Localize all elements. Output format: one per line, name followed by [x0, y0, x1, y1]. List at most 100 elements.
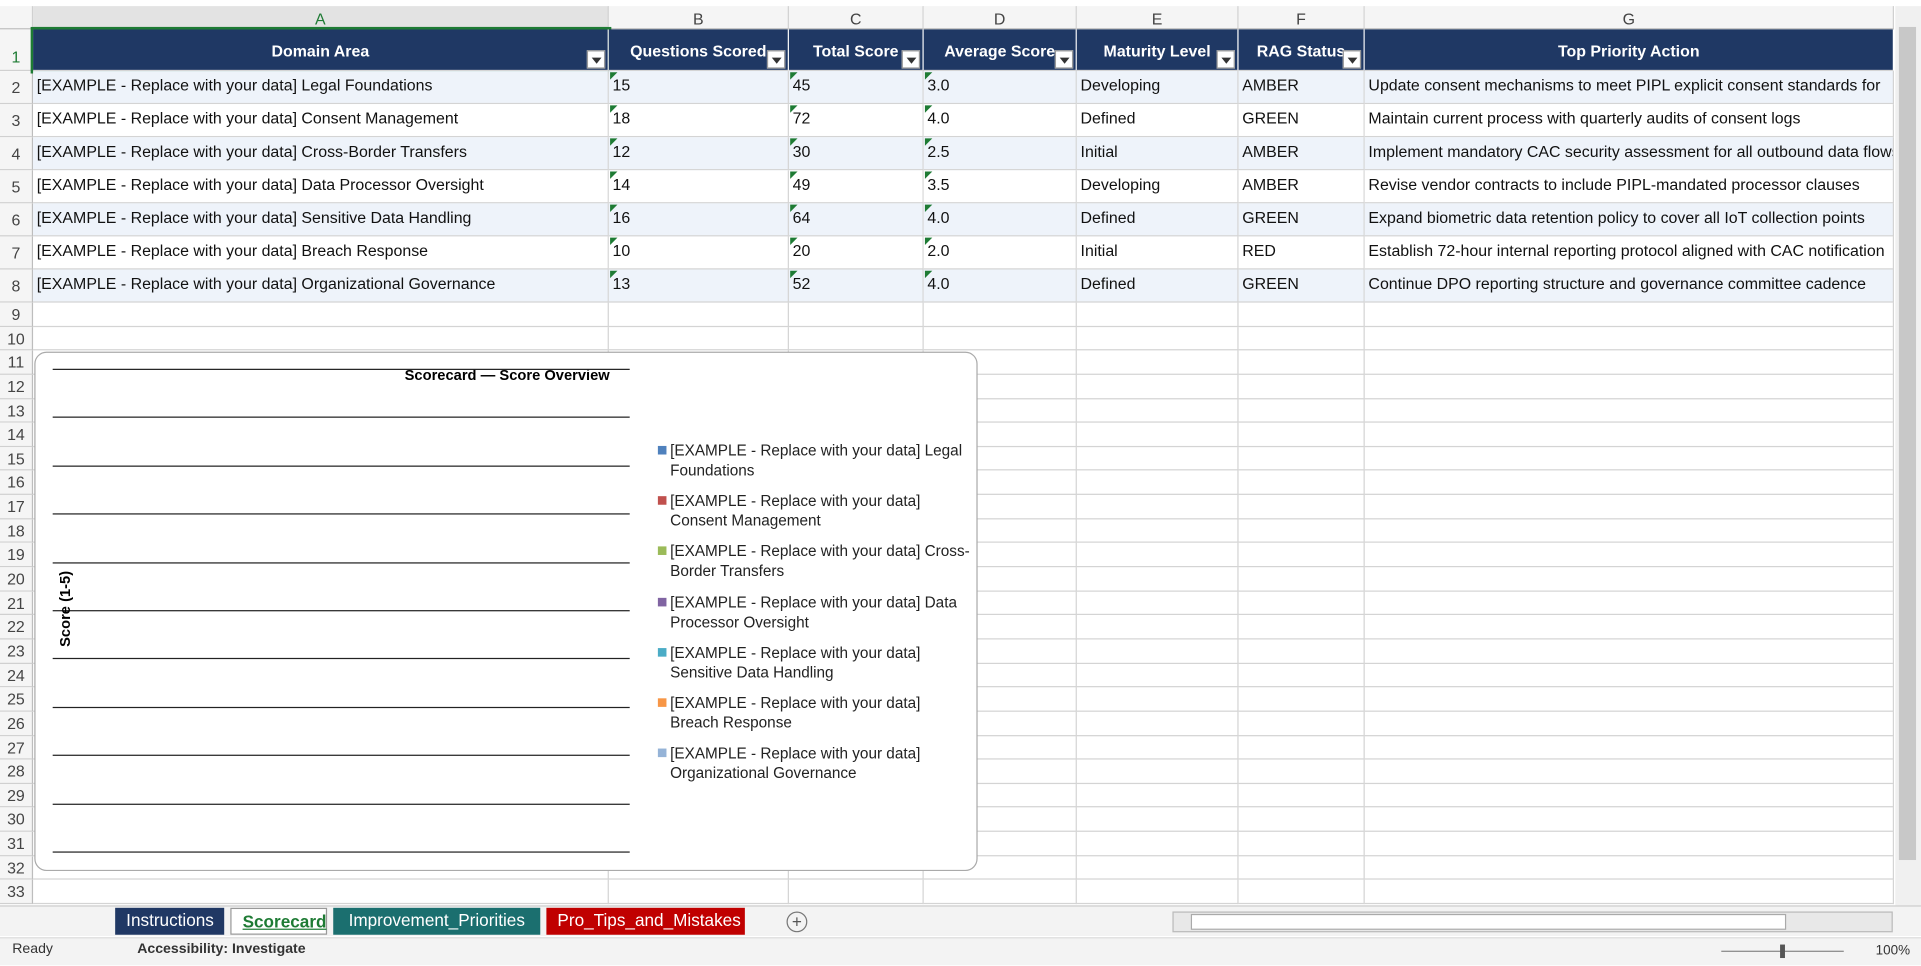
cell[interactable] — [1364, 519, 1895, 544]
row-number[interactable]: 13 — [0, 398, 34, 423]
accessibility-status[interactable]: Accessibility: Investigate — [137, 942, 306, 957]
cell[interactable] — [923, 398, 1077, 423]
row-number[interactable]: 33 — [0, 880, 34, 905]
cell[interactable] — [1364, 880, 1895, 905]
sheet-tab[interactable]: Pro_Tips_and_Mistakes — [546, 907, 745, 935]
cell[interactable] — [1076, 543, 1239, 568]
cell[interactable]: RED — [1238, 236, 1365, 270]
cell[interactable] — [1238, 422, 1365, 447]
filter-button[interactable] — [1342, 50, 1362, 69]
cell[interactable]: 12 — [608, 137, 789, 171]
zoom-thumb[interactable] — [1780, 944, 1785, 959]
cell[interactable] — [1076, 735, 1239, 760]
cell[interactable] — [923, 446, 1077, 471]
row-number[interactable]: 30 — [0, 807, 34, 832]
cell[interactable] — [923, 471, 1077, 496]
cell[interactable] — [1238, 398, 1365, 423]
cell[interactable] — [923, 326, 1077, 351]
cell[interactable] — [1076, 711, 1239, 736]
cell[interactable] — [923, 350, 1077, 375]
row-number[interactable]: 4 — [0, 137, 34, 171]
sheet-tab[interactable]: Improvement_Priorities — [333, 907, 541, 935]
cell[interactable]: 3.0 — [923, 71, 1077, 105]
cell[interactable]: GREEN — [1238, 269, 1365, 303]
cell[interactable]: 14 — [608, 170, 789, 204]
chart[interactable]: Scorecard — Score Overview Score (1-5) [EX… — [34, 351, 978, 872]
header-cell[interactable]: Questions Scored — [608, 29, 789, 72]
cell[interactable]: Implement mandatory CAC security assessm… — [1364, 137, 1895, 171]
cell[interactable]: 20 — [788, 236, 924, 270]
cell[interactable] — [1076, 326, 1239, 351]
column-header[interactable]: F — [1238, 6, 1365, 30]
cell[interactable] — [923, 495, 1077, 520]
cell[interactable] — [1076, 687, 1239, 712]
cell[interactable] — [33, 302, 609, 327]
cell[interactable] — [923, 422, 1077, 447]
add-sheet-button[interactable]: + — [786, 911, 808, 933]
cell[interactable] — [1238, 302, 1365, 327]
row-number[interactable]: 32 — [0, 856, 34, 881]
cell[interactable]: Defined — [1076, 269, 1239, 303]
cell[interactable] — [1364, 639, 1895, 664]
header-cell[interactable]: Top Priority Action — [1364, 29, 1895, 72]
cell[interactable] — [1238, 880, 1365, 905]
filter-button[interactable] — [1216, 50, 1235, 69]
scroll-thumb[interactable] — [1898, 26, 1917, 861]
row-number[interactable]: 15 — [0, 446, 34, 471]
cell[interactable] — [1238, 856, 1365, 881]
cell[interactable] — [1076, 783, 1239, 808]
cell[interactable] — [923, 735, 1077, 760]
cell[interactable] — [1076, 880, 1239, 905]
cell[interactable] — [788, 880, 924, 905]
cell[interactable] — [1364, 374, 1895, 399]
cell[interactable] — [1238, 350, 1365, 375]
cell[interactable] — [923, 663, 1077, 688]
cell[interactable] — [1364, 687, 1895, 712]
cell[interactable] — [1238, 374, 1365, 399]
cell[interactable] — [923, 591, 1077, 616]
cell[interactable]: Defined — [1076, 104, 1239, 138]
cell[interactable] — [788, 326, 924, 351]
cell[interactable] — [1238, 519, 1365, 544]
cell[interactable] — [1238, 831, 1365, 856]
cell[interactable]: [EXAMPLE - Replace with your data] Breac… — [33, 236, 609, 270]
cell[interactable]: GREEN — [1238, 203, 1365, 237]
row-number[interactable]: 26 — [0, 711, 34, 736]
cell[interactable] — [1076, 374, 1239, 399]
row-number[interactable]: 18 — [0, 519, 34, 544]
cell[interactable]: Maintain current process with quarterly … — [1364, 104, 1895, 138]
row-number[interactable]: 12 — [0, 374, 34, 399]
cell[interactable] — [1238, 543, 1365, 568]
row-number[interactable]: 2 — [0, 71, 34, 105]
cell[interactable]: Expand biometric data retention policy t… — [1364, 203, 1895, 237]
cell[interactable] — [1364, 567, 1895, 592]
cell[interactable] — [1364, 302, 1895, 327]
cell[interactable] — [33, 880, 609, 905]
cell[interactable]: 3.5 — [923, 170, 1077, 204]
cell[interactable] — [1076, 591, 1239, 616]
cell[interactable]: 13 — [608, 269, 789, 303]
cell[interactable] — [923, 374, 1077, 399]
cell[interactable] — [1076, 759, 1239, 784]
cell[interactable] — [1076, 519, 1239, 544]
column-header[interactable]: G — [1364, 6, 1895, 30]
cell[interactable] — [1238, 759, 1365, 784]
row-number[interactable]: 6 — [0, 203, 34, 237]
cell[interactable] — [1238, 711, 1365, 736]
column-header[interactable]: E — [1076, 6, 1239, 30]
cell[interactable]: 4.0 — [923, 104, 1077, 138]
cell[interactable] — [1076, 302, 1239, 327]
filter-button[interactable] — [586, 50, 606, 69]
cell[interactable] — [1364, 326, 1895, 351]
filter-button[interactable] — [766, 50, 786, 69]
cell[interactable] — [1364, 783, 1895, 808]
header-cell[interactable]: Maturity Level — [1076, 29, 1239, 72]
row-number[interactable]: 31 — [0, 831, 34, 856]
row-number[interactable]: 20 — [0, 567, 34, 592]
column-header[interactable]: D — [923, 6, 1077, 30]
cell[interactable]: 10 — [608, 236, 789, 270]
cell[interactable] — [923, 880, 1077, 905]
cell[interactable] — [1364, 422, 1895, 447]
sheet-tab[interactable]: Scorecard — [230, 907, 328, 935]
cell[interactable] — [1076, 615, 1239, 640]
